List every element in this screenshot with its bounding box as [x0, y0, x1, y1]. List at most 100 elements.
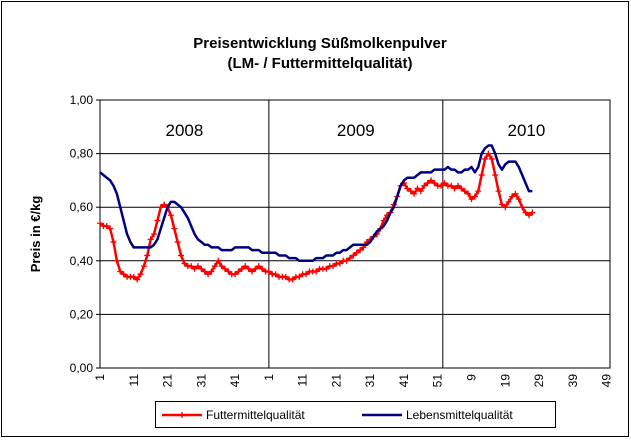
point-marker	[414, 185, 421, 192]
point-marker	[451, 185, 458, 192]
point-marker	[113, 257, 120, 264]
point-marker	[134, 276, 141, 283]
y-axis-title: Preis in €/kg	[28, 196, 43, 273]
legend-label: Futtermittelqualität	[206, 408, 305, 422]
point-marker	[194, 263, 201, 270]
point-marker	[343, 257, 350, 264]
point-marker	[357, 247, 364, 254]
point-marker	[255, 263, 262, 270]
point-marker	[438, 182, 445, 189]
point-marker	[330, 263, 337, 270]
y-tick-label: 0,40	[70, 254, 94, 268]
point-marker	[225, 268, 232, 275]
point-marker	[117, 268, 124, 275]
x-tick-label: 21	[329, 374, 343, 388]
y-tick-label: 1,00	[70, 93, 94, 107]
year-label: 2009	[337, 121, 375, 140]
y-tick-label: 0,20	[70, 307, 94, 321]
point-marker	[174, 239, 181, 246]
point-marker	[171, 225, 178, 232]
point-marker	[427, 177, 434, 184]
point-marker	[259, 265, 266, 272]
point-marker	[515, 196, 522, 203]
point-marker	[505, 198, 512, 205]
point-marker	[313, 268, 320, 275]
point-marker	[346, 255, 353, 262]
x-tick-label: 29	[532, 374, 546, 388]
point-marker	[485, 150, 492, 157]
point-marker	[140, 263, 147, 270]
series-line	[99, 144, 533, 263]
point-marker	[221, 265, 228, 272]
point-marker	[272, 271, 279, 278]
point-marker	[144, 252, 151, 259]
point-marker	[417, 188, 424, 195]
point-marker	[512, 190, 519, 197]
point-marker	[350, 252, 357, 259]
legend-label: Lebensmittelqualität	[406, 408, 513, 422]
chart-subtitle: (LM- / Futtermittelqualität)	[228, 55, 413, 72]
point-marker	[205, 271, 212, 278]
point-marker	[478, 172, 485, 179]
point-marker	[519, 204, 526, 211]
y-tick-label: 0,00	[70, 361, 94, 375]
point-marker	[458, 185, 465, 192]
point-marker	[522, 209, 529, 216]
point-marker	[245, 265, 252, 272]
point-marker	[110, 239, 117, 246]
x-tick-label: 39	[566, 374, 580, 388]
point-marker	[353, 249, 360, 256]
point-marker	[97, 220, 103, 227]
legend-marker	[179, 412, 185, 418]
y-tick-label: 0,60	[70, 200, 94, 214]
point-marker	[154, 217, 161, 224]
point-marker	[323, 265, 330, 272]
point-marker	[242, 263, 249, 270]
point-marker	[492, 172, 499, 179]
x-tick-label: 51	[431, 374, 445, 388]
point-marker	[181, 260, 188, 267]
point-marker	[191, 265, 198, 272]
legend-box	[155, 401, 556, 428]
x-tick-label: 41	[228, 374, 242, 388]
point-marker	[431, 180, 438, 187]
x-tick-label: 41	[397, 374, 411, 388]
point-marker	[238, 265, 245, 272]
point-marker	[509, 193, 516, 200]
point-marker	[211, 263, 218, 270]
point-marker	[525, 212, 532, 219]
x-tick-label: 9	[465, 374, 479, 381]
x-tick-label: 1	[93, 374, 107, 381]
point-marker	[448, 182, 455, 189]
point-marker	[461, 188, 468, 195]
point-marker	[248, 268, 255, 275]
point-marker	[468, 196, 475, 203]
point-marker	[289, 276, 296, 283]
point-marker	[455, 182, 462, 189]
x-tick-label: 31	[194, 374, 208, 388]
point-marker	[178, 252, 185, 259]
point-marker	[336, 260, 343, 267]
point-marker	[188, 263, 195, 270]
point-marker	[441, 180, 448, 187]
point-marker	[495, 188, 502, 195]
point-marker	[465, 190, 472, 197]
chart-title: Preisentwicklung Süßmolkenpulver	[193, 35, 447, 52]
point-marker	[252, 265, 259, 272]
point-marker	[167, 212, 174, 219]
x-tick-label: 11	[127, 374, 141, 387]
point-marker	[232, 271, 239, 278]
point-marker	[498, 201, 505, 208]
x-tick-label: 11	[296, 374, 310, 387]
x-tick-label: 1	[262, 374, 276, 381]
point-marker	[161, 201, 168, 208]
point-marker	[120, 271, 127, 278]
point-marker	[215, 257, 222, 264]
point-marker	[107, 225, 114, 232]
point-marker	[471, 193, 478, 200]
point-marker	[265, 268, 272, 275]
point-marker	[482, 155, 489, 162]
point-marker	[296, 273, 303, 280]
